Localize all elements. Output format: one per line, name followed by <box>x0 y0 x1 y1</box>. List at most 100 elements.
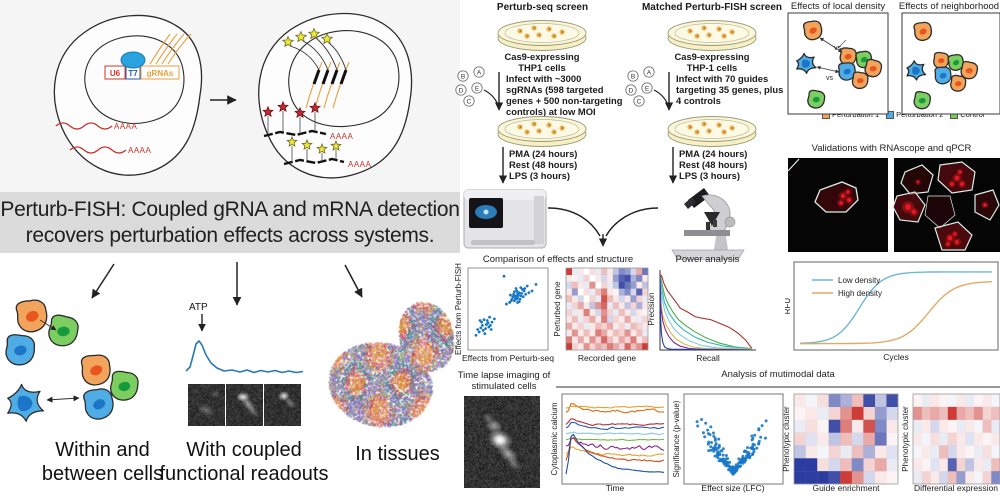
stimulated-cell-image <box>464 396 540 488</box>
neighborhood-title: Effects of neighborhood <box>898 1 1000 12</box>
cell-o <box>15 299 48 333</box>
calcium-response-trace <box>185 340 304 374</box>
cell-o <box>960 60 979 80</box>
cell-b <box>83 388 114 420</box>
diff-x-label: Differential expression <box>914 483 998 493</box>
validation-title: Validations with RNAscope and qPCR <box>811 143 972 154</box>
heatmap-x-label: Recorded gene <box>578 353 636 363</box>
comparison-and-power-plots: Effects from Perturb-seq Effects from Pe… <box>455 263 756 363</box>
caption-functional-readouts: With coupled functional readouts <box>159 439 329 485</box>
seq-infect-text: Infect with ~3000 sgRNAs (598 targeted g… <box>506 73 623 117</box>
guide-hook-arrow <box>653 89 669 106</box>
qpcr-y-label: RFU <box>785 298 792 315</box>
qpcr-amplification-plot <box>793 261 999 351</box>
probe-backbone <box>283 157 345 166</box>
cell-outline <box>814 181 859 213</box>
petri-dish <box>497 20 587 51</box>
caption-within-between-cells: Within and between cells <box>41 439 164 485</box>
rnascope-image-2 <box>892 158 1000 252</box>
arrow-down-icon <box>344 264 363 298</box>
guide-letter: A <box>647 70 652 77</box>
vs-label-1: vs <box>834 45 842 52</box>
calcium-y-label: Cytoplasmic calcium <box>550 402 559 475</box>
star-probe-icon <box>301 138 313 150</box>
guide-letter: B <box>461 74 465 81</box>
cell-outline <box>924 195 956 229</box>
polya-label: AAAA <box>348 160 372 169</box>
sequencer-instrument <box>463 189 547 249</box>
cell-o <box>80 354 111 386</box>
petri-dish <box>497 116 587 147</box>
star-probe-icon <box>320 32 334 45</box>
rnascope-image-1 <box>787 158 888 252</box>
petri-dish <box>667 116 757 147</box>
star-probe-icon <box>262 105 274 118</box>
nucleus-outline <box>84 35 185 124</box>
timelapse-frame-2 <box>226 384 263 426</box>
guide-letter: B <box>631 74 635 81</box>
volcano-plot <box>683 393 784 485</box>
guide-letter: A <box>477 70 482 77</box>
cell-b <box>5 334 36 366</box>
fish-detection-cell: AAAA AAAA <box>258 12 413 179</box>
heatmap-y-label: Perturbed gene <box>553 281 562 337</box>
fluorescent-star-probes <box>262 27 342 154</box>
tissue-section-image <box>322 296 462 438</box>
cell-g <box>807 89 826 109</box>
vs-arrow-icon <box>819 37 843 53</box>
cell-outline <box>974 189 1000 221</box>
guide-enrichment-heatmap <box>793 393 899 485</box>
polya-label: AAAA <box>128 146 152 155</box>
local-density-title: Effects of local density <box>790 1 886 12</box>
guide-y-label: Phenotypic cluster <box>782 406 791 472</box>
timelapse-frame-3 <box>264 384 301 426</box>
cell-o <box>933 51 950 69</box>
cell-o <box>802 20 823 41</box>
intracellular-arrow-icon <box>39 319 57 331</box>
qpcr-legend-low: Low density <box>838 276 880 285</box>
guide-hook-arrow <box>483 89 499 106</box>
cell-o <box>864 58 883 78</box>
workflow-graphics: B A D E C B A D E C <box>455 20 757 260</box>
cell-o <box>851 71 869 90</box>
atp-label: ATP <box>189 302 208 313</box>
precision-recall-plot <box>659 270 756 351</box>
perturb-fish-title: Matched Perturb-FISH screen <box>641 2 783 13</box>
comparison-title: Comparison of effects and structure <box>482 254 634 265</box>
probe-backbone <box>263 129 327 138</box>
qpcr-legend-high: High density <box>838 289 882 298</box>
microscope-icon <box>671 188 745 260</box>
scatter-x-label: Effects from Perturb-seq <box>462 353 554 363</box>
cell-o <box>913 21 933 42</box>
petri-dishes <box>497 20 757 147</box>
cell-g <box>109 370 139 401</box>
star-probe-icon <box>309 101 321 114</box>
vs-label-2: vs <box>826 75 834 82</box>
analysis-section-title: Analysis of mutimodal data <box>721 369 835 380</box>
cell-b <box>934 66 952 85</box>
mrna-wave <box>55 122 113 130</box>
polya-label: AAAA <box>330 132 354 141</box>
grnas-label: gRNAs <box>147 69 174 78</box>
grnas-box <box>140 65 180 80</box>
fish-infect-text: Infect with 70 guides targeting 35 genes… <box>676 73 784 106</box>
mrna-wave <box>69 146 127 154</box>
calcium-x-label: Time <box>606 483 625 493</box>
cell-b <box>906 60 927 81</box>
cell-g <box>913 91 932 110</box>
arrow-down-icon <box>91 263 115 299</box>
effects-scatter-plot <box>467 267 549 351</box>
star-probe-icon <box>294 30 308 43</box>
guide-pool-letters-fish: B A D E C <box>625 66 655 107</box>
cell-outline <box>900 164 934 195</box>
construct-cell: U6 T7 gRNAs AAAA AAAA <box>53 14 203 176</box>
cell-o <box>950 74 967 92</box>
guide-letter: D <box>459 88 464 95</box>
perturbation-heatmap <box>565 267 649 351</box>
guide-x-label: Guide enrichment <box>812 483 880 493</box>
guide-pool-letters-seq: B A D E C <box>455 66 485 107</box>
star-probe-icon <box>277 100 289 113</box>
power-x-label: Recall <box>696 353 720 363</box>
figure-title: Perturb-FISH: Coupled gRNA and mRNA dete… <box>0 197 460 247</box>
